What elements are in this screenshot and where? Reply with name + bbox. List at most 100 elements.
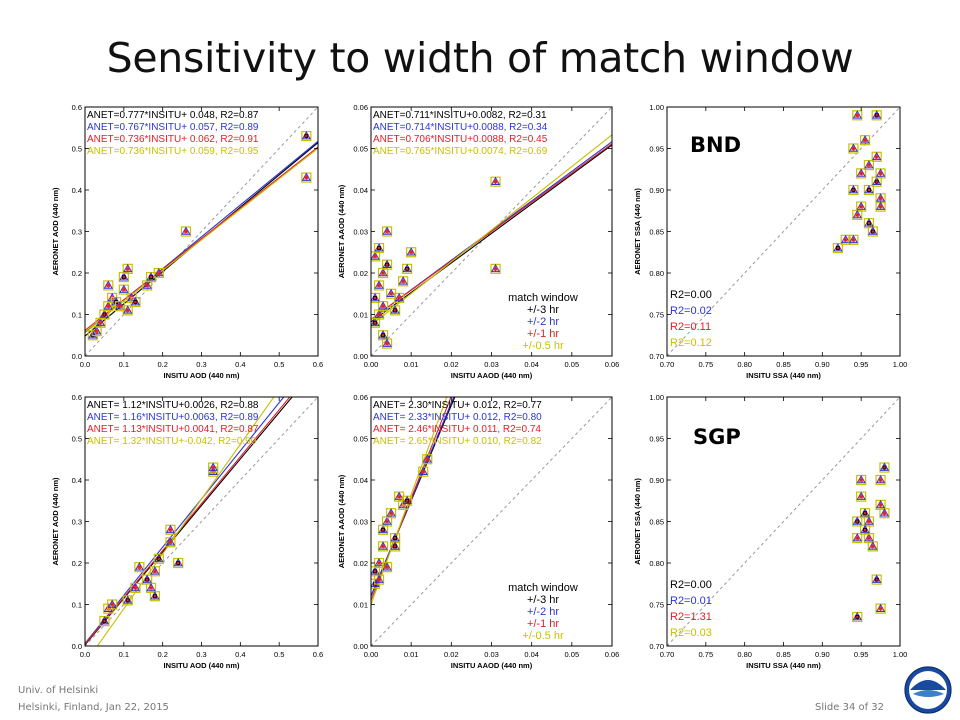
fit-line-0 bbox=[371, 144, 612, 323]
y-tick-label: 0.06 bbox=[353, 393, 368, 402]
point-1hr bbox=[384, 229, 390, 234]
point-1hr bbox=[392, 543, 398, 549]
point-2hr bbox=[852, 209, 862, 219]
x-tick-label: 0.00 bbox=[364, 360, 379, 369]
point-1hr bbox=[843, 237, 849, 243]
point-3hr bbox=[867, 221, 871, 226]
point-2hr bbox=[856, 201, 866, 210]
point-3hr bbox=[373, 295, 377, 300]
point-1hr bbox=[384, 341, 390, 347]
data-point bbox=[390, 541, 401, 552]
point-2hr bbox=[864, 516, 874, 525]
site-label-bnd: BND bbox=[690, 133, 741, 157]
point-1hr bbox=[874, 112, 880, 118]
point-1hr bbox=[380, 270, 386, 276]
point-3hr bbox=[874, 179, 879, 184]
data-point bbox=[373, 280, 385, 291]
data-point bbox=[103, 280, 114, 291]
x-tick-label: 0.01 bbox=[404, 650, 419, 659]
point-1hr bbox=[109, 602, 115, 607]
x-tick-label: 0.3 bbox=[196, 360, 206, 369]
fit-equation-1: ANET=0.767*INSITU+ 0.057, R2=0.89 bbox=[87, 122, 259, 133]
point-1hr bbox=[493, 179, 499, 185]
x-tick-label: 0.80 bbox=[737, 360, 752, 369]
data-point bbox=[875, 168, 886, 179]
y-tick-label: 0.95 bbox=[649, 435, 664, 444]
data-point bbox=[390, 532, 401, 544]
x-tick-label: 0.95 bbox=[854, 360, 869, 369]
x-axis-label: INSITU AAOD (440 nm) bbox=[451, 661, 533, 670]
point-3hr bbox=[855, 519, 860, 524]
data-point bbox=[856, 201, 867, 212]
data-point bbox=[385, 508, 397, 519]
point-1hr bbox=[132, 299, 138, 305]
point-3hr bbox=[304, 134, 309, 138]
fit-equation-3: ANET=0.736*INSITU+ 0.059, R2=0.95 bbox=[87, 146, 259, 157]
data-point bbox=[402, 495, 413, 506]
fit-equation-2: R2=1.31 bbox=[670, 611, 712, 623]
data-point bbox=[301, 130, 312, 142]
point-1hr bbox=[858, 494, 864, 500]
x-tick-label: 0.90 bbox=[815, 360, 830, 369]
data-point bbox=[118, 272, 129, 283]
point-1hr bbox=[144, 282, 150, 288]
point-1hr bbox=[404, 266, 410, 272]
data-point bbox=[122, 595, 133, 606]
x-tick-label: 0.05 bbox=[565, 360, 580, 369]
x-tick-label: 1.00 bbox=[893, 650, 908, 659]
y-axis-label: AERONET AAOD (440 nm) bbox=[337, 474, 346, 568]
point-1hr bbox=[384, 564, 390, 570]
point-3hr bbox=[405, 266, 410, 271]
point-1hr bbox=[144, 577, 150, 583]
point-1hr bbox=[493, 266, 499, 272]
noaa-logo bbox=[904, 666, 952, 714]
y-tick-label: 1.00 bbox=[649, 103, 664, 112]
y-tick-label: 0.6 bbox=[72, 103, 82, 112]
point-1hr bbox=[175, 560, 181, 566]
data-point bbox=[134, 562, 145, 573]
point-2hr bbox=[868, 541, 878, 550]
point-1hr bbox=[152, 593, 158, 599]
one-to-one-line bbox=[370, 106, 613, 357]
point-3hr bbox=[145, 577, 150, 582]
data-point bbox=[145, 272, 157, 283]
fit-line-3 bbox=[85, 147, 318, 332]
y-tick-label: 0.06 bbox=[353, 103, 368, 112]
point-1hr bbox=[400, 278, 406, 284]
legend-title: match window bbox=[508, 292, 578, 304]
point-1hr bbox=[388, 510, 394, 516]
x-tick-label: 0.6 bbox=[313, 650, 323, 659]
data-point bbox=[145, 582, 157, 594]
point-1hr bbox=[874, 577, 880, 583]
fit-equation-1: R2=0.01 bbox=[670, 595, 712, 607]
data-point bbox=[418, 466, 429, 477]
data-point bbox=[871, 176, 882, 187]
panel-bnd-ssa: 0.70 0.75 0.80 0.85 0.90 0.95 1.00 0.70 0.75 0.80… bbox=[633, 103, 907, 380]
point-1hr bbox=[878, 204, 884, 210]
point-1hr bbox=[105, 303, 111, 309]
point-3hr bbox=[855, 615, 860, 619]
point-2hr bbox=[134, 562, 145, 571]
one-to-one-line bbox=[666, 396, 901, 647]
legend-item: +/-1 hr bbox=[527, 618, 559, 630]
point-2hr bbox=[386, 508, 396, 517]
data-point bbox=[871, 151, 882, 162]
point-1hr bbox=[125, 597, 131, 603]
legend-item: +/-0.5 hr bbox=[522, 340, 564, 352]
data-point bbox=[856, 474, 867, 486]
x-tick-label: 0.95 bbox=[854, 650, 869, 659]
legend-title: match window bbox=[508, 582, 578, 594]
point-1hr bbox=[380, 332, 386, 338]
point-3hr bbox=[867, 188, 871, 192]
point-2hr bbox=[165, 524, 176, 534]
point-2hr bbox=[142, 280, 152, 289]
point-3hr bbox=[863, 511, 867, 516]
point-2hr bbox=[398, 276, 408, 285]
point-3hr bbox=[152, 594, 157, 599]
y-tick-label: 0.05 bbox=[353, 435, 368, 444]
point-2hr bbox=[95, 317, 106, 327]
point-1hr bbox=[858, 204, 864, 210]
point-2hr bbox=[103, 280, 113, 289]
point-1hr bbox=[862, 527, 868, 533]
